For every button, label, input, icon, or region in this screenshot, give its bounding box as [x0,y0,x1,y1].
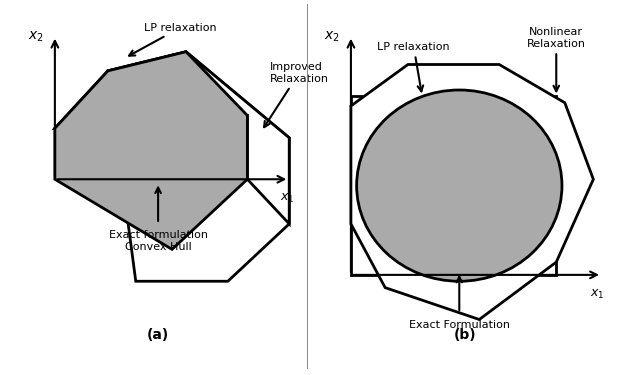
Text: LP relaxation: LP relaxation [129,22,217,56]
Text: $x_1$: $x_1$ [280,192,294,205]
Text: $x_2$: $x_2$ [324,30,340,44]
Text: Exact formulation
Convex Hull: Exact formulation Convex Hull [108,230,208,252]
Polygon shape [55,52,247,249]
Text: (b): (b) [454,328,476,342]
Polygon shape [108,52,289,281]
Text: $x_1$: $x_1$ [590,288,604,301]
Text: (a): (a) [147,328,169,342]
Text: Improved
Relaxation: Improved Relaxation [264,62,329,127]
Polygon shape [55,52,289,224]
Text: Nonlinear
Relaxation: Nonlinear Relaxation [527,27,586,91]
Ellipse shape [356,90,562,281]
Polygon shape [351,64,593,320]
Text: Exact Formulation: Exact Formulation [409,320,510,330]
Text: $x_2$: $x_2$ [28,30,43,44]
Polygon shape [351,96,556,275]
Text: LP relaxation: LP relaxation [378,42,450,92]
